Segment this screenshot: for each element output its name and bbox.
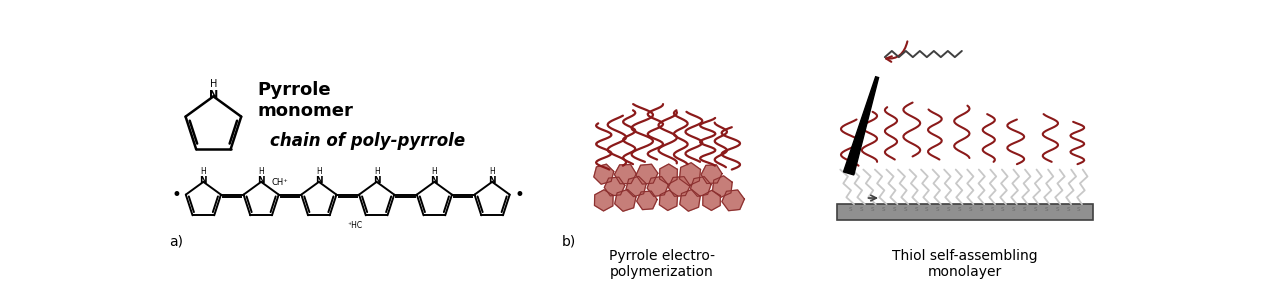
Text: s: s: [1045, 206, 1048, 212]
Text: s: s: [1077, 206, 1081, 212]
Text: ⁺HC: ⁺HC: [347, 222, 362, 231]
Text: a): a): [169, 235, 183, 249]
Text: s: s: [969, 206, 973, 212]
Text: N: N: [431, 176, 438, 185]
Text: N: N: [258, 176, 265, 185]
Text: s: s: [860, 206, 864, 212]
Text: H: H: [210, 79, 217, 89]
Polygon shape: [614, 165, 637, 184]
Polygon shape: [679, 190, 700, 211]
Text: s: s: [979, 206, 983, 212]
Text: •: •: [172, 186, 181, 204]
Text: s: s: [990, 206, 994, 212]
Text: s: s: [903, 206, 907, 212]
Text: s: s: [936, 206, 940, 212]
Bar: [837, 204, 1092, 220]
Polygon shape: [626, 176, 647, 197]
Text: s: s: [1002, 206, 1004, 212]
Text: s: s: [1033, 206, 1037, 212]
Text: s: s: [957, 206, 961, 212]
Polygon shape: [702, 190, 720, 210]
Text: b): b): [562, 235, 576, 249]
Text: N: N: [373, 176, 380, 185]
Polygon shape: [637, 164, 658, 184]
Text: H: H: [201, 167, 206, 176]
Text: s: s: [871, 206, 874, 212]
Text: N: N: [314, 176, 322, 185]
Text: s: s: [1056, 206, 1058, 212]
Polygon shape: [637, 191, 657, 210]
Polygon shape: [701, 165, 722, 184]
Text: Pyrrole electro-
polymerization: Pyrrole electro- polymerization: [609, 249, 715, 279]
Polygon shape: [604, 177, 625, 196]
Text: H: H: [316, 167, 322, 176]
Polygon shape: [615, 189, 637, 211]
Polygon shape: [668, 177, 690, 196]
Text: Pyrrole
monomer: Pyrrole monomer: [258, 81, 354, 120]
Polygon shape: [647, 177, 668, 196]
Text: s: s: [1012, 206, 1015, 212]
Text: s: s: [1066, 206, 1070, 212]
Text: N: N: [208, 90, 218, 100]
Text: Thiol self-assembling
monolayer: Thiol self-assembling monolayer: [892, 249, 1038, 279]
Text: s: s: [1023, 206, 1027, 212]
Polygon shape: [722, 190, 744, 211]
Text: N: N: [489, 176, 496, 185]
Polygon shape: [691, 177, 711, 196]
Polygon shape: [679, 163, 701, 186]
Polygon shape: [595, 190, 613, 211]
Text: chain of poly-pyrrole: chain of poly-pyrrole: [270, 132, 465, 150]
Text: s: s: [914, 206, 918, 212]
Text: CH⁺: CH⁺: [272, 178, 289, 187]
Text: H: H: [432, 167, 437, 176]
Text: s: s: [947, 206, 951, 212]
Text: s: s: [882, 206, 885, 212]
Text: s: s: [849, 206, 853, 212]
Polygon shape: [659, 164, 677, 184]
Text: H: H: [489, 167, 495, 176]
Text: •: •: [514, 186, 524, 204]
Text: H: H: [374, 167, 379, 176]
Polygon shape: [844, 77, 879, 175]
Polygon shape: [594, 164, 614, 184]
Text: s: s: [925, 206, 928, 212]
Text: s: s: [893, 206, 897, 212]
Text: H: H: [258, 167, 264, 176]
Polygon shape: [712, 176, 733, 197]
Text: N: N: [200, 176, 207, 185]
Polygon shape: [659, 190, 677, 211]
